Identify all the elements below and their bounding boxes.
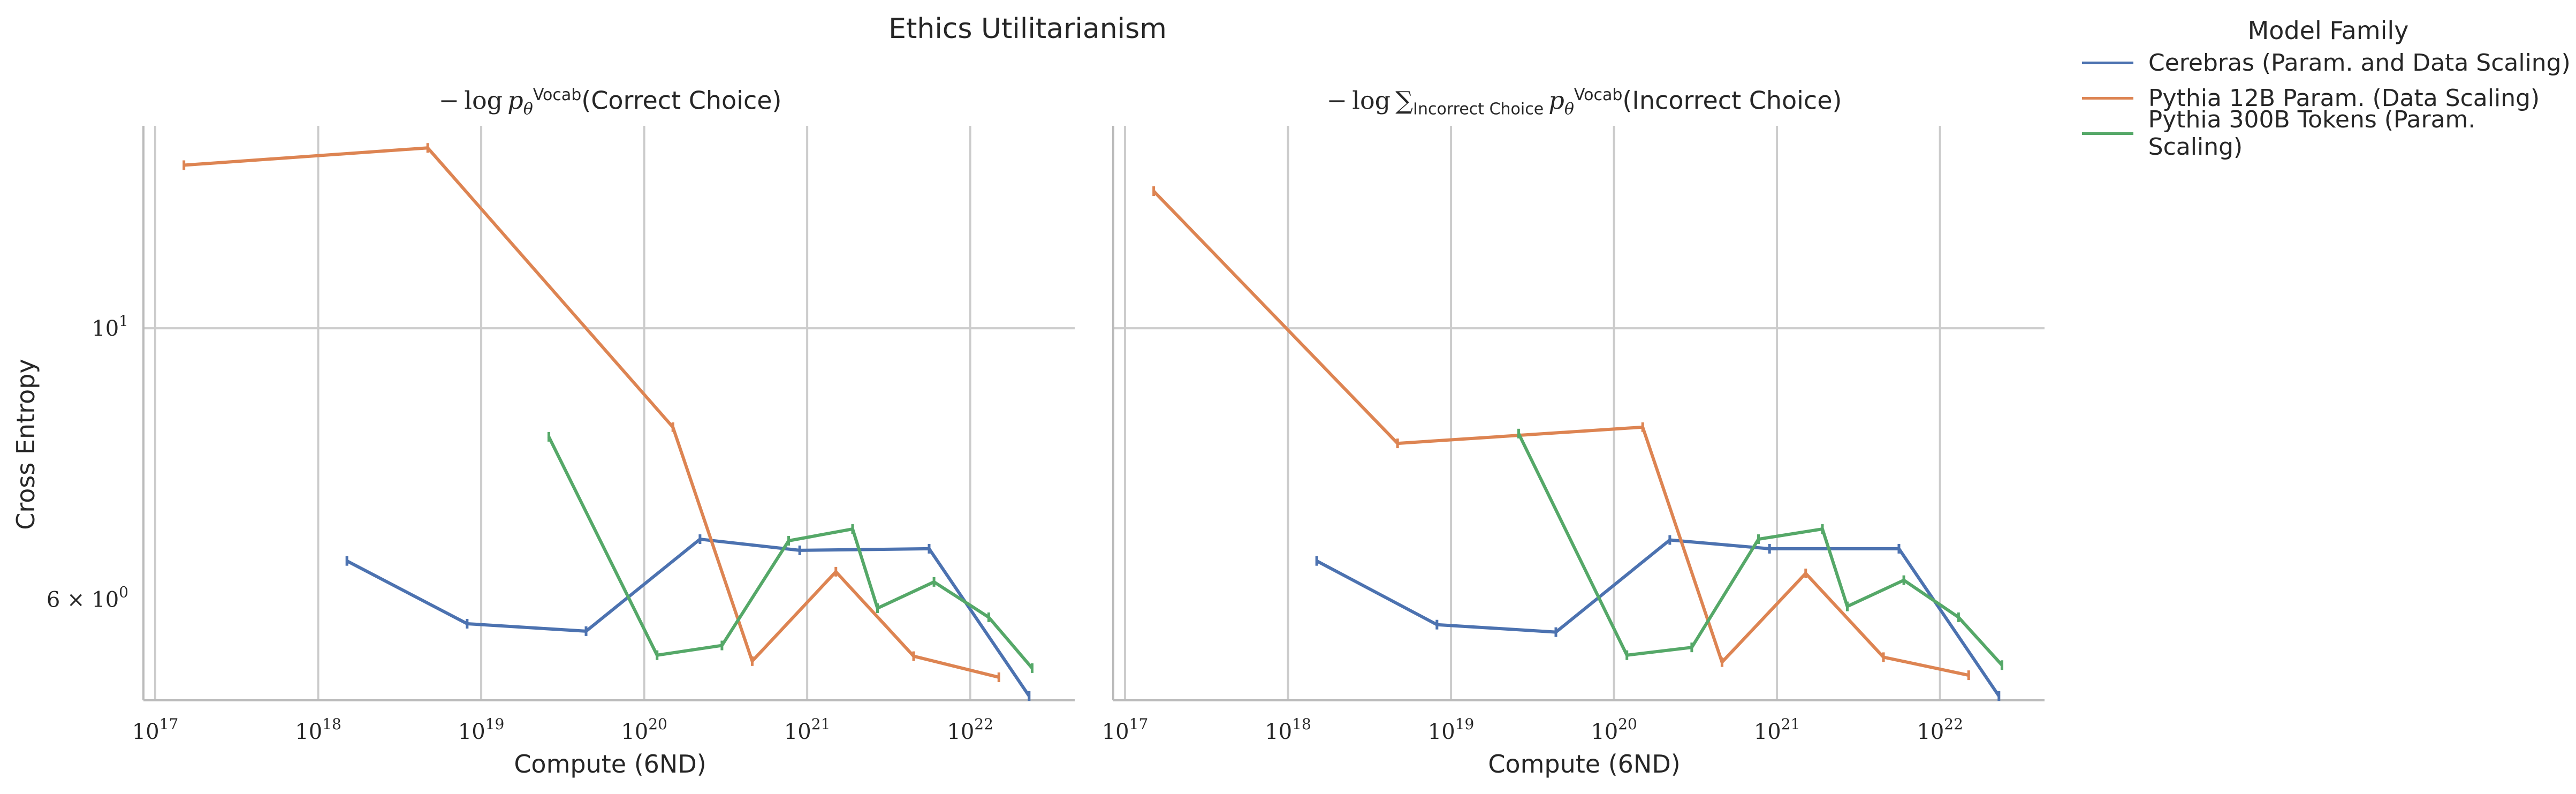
x-tick-label: 1020 [621, 715, 667, 744]
legend-swatch [2082, 132, 2133, 135]
legend-label: Pythia 300B Tokens (Param. Scaling) [2148, 106, 2476, 161]
legend-items: Cerebras (Param. and Data Scaling) Pythia… [2082, 45, 2576, 161]
legend-item: Cerebras (Param. and Data Scaling) [2082, 45, 2576, 80]
legend-item: Pythia 12B Param. (Data Scaling) [2082, 80, 2576, 116]
legend-swatch [2082, 61, 2133, 64]
series-line-3 [547, 436, 1034, 669]
y-tick-label: 6 × 100 [47, 583, 128, 612]
x-tick-label: 1018 [1265, 715, 1311, 744]
x-tick-label: 1020 [1591, 715, 1637, 744]
legend-label: Cerebras (Param. and Data Scaling) [2148, 49, 2571, 77]
x-tick-label: 1019 [1428, 715, 1475, 744]
subplot-2: 1017 1018 1019 1020 1021 1022 [1102, 126, 2045, 744]
subplot-1: 1017 1018 1019 1020 1021 1022 6 × 100 101 [47, 126, 1075, 744]
series-line-2 [184, 146, 999, 679]
x-axis-label-left: Compute (6ND) [514, 750, 706, 778]
legend: Model Family Cerebras (Param. and Data S… [2082, 16, 2576, 161]
figure-title: Ethics Utilitarianism [888, 13, 1167, 45]
x-tick-label: 1021 [784, 715, 831, 744]
x-tick-label: 1019 [458, 715, 505, 744]
x-axis-label-right: Compute (6ND) [1488, 750, 1681, 778]
series-line-1 [1316, 538, 2001, 697]
legend-swatch [2082, 96, 2133, 100]
x-tick-label: 1018 [295, 715, 341, 744]
x-tick-label: 1022 [947, 715, 993, 744]
legend-item: Pythia 300B Tokens (Param. Scaling) [2082, 106, 2576, 161]
legend-title: Model Family [2247, 16, 2409, 45]
subplot-title-incorrect: − log ∑Incorrect Choice pθVocab(Incorrec… [1326, 86, 1842, 119]
subplot-title-correct: − log pθVocab(Correct Choice) [438, 86, 782, 119]
x-tick-label: 1017 [1102, 715, 1149, 744]
x-tick-label: 1021 [1754, 715, 1800, 744]
x-tick-label: 1022 [1917, 715, 1963, 744]
y-tick-label: 101 [92, 312, 128, 341]
legend-label: Pythia 12B Param. (Data Scaling) [2148, 84, 2540, 112]
x-tick-label: 1017 [132, 715, 179, 744]
series-line-1 [346, 538, 1031, 697]
